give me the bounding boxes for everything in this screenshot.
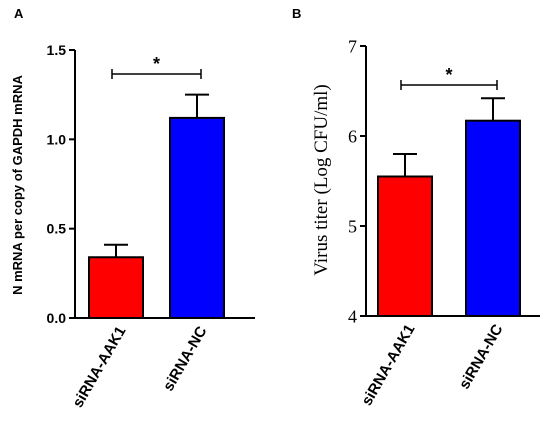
panel-a-bar-sirna-aak1 <box>88 256 144 319</box>
panel-b-y-tick-label: 6 <box>348 126 357 146</box>
panel-b-bar-sirna-aak1 <box>377 175 433 317</box>
panel-b-y-tick-label: 5 <box>348 216 357 236</box>
panel-b-category-label-sirna-aak1: siRNA-AAK1 <box>358 322 418 409</box>
panel-a-y-tick-label: 0.0 <box>47 310 67 326</box>
panel-a-category-label-sirna-aak1: siRNA-AAK1 <box>69 324 129 411</box>
panel-a-y-tick-label: 0.5 <box>47 221 67 237</box>
panel-a-y-axis-label: N mRNA per copy of GAPDH mRNA <box>10 74 25 294</box>
panel-a-category-label-sirna-nc: siRNA-NC <box>160 323 211 394</box>
panel-b-bar-sirna-nc <box>465 119 521 317</box>
panel-b-chart: B Virus titer (Log CFU/ml) 4 5 6 7 siRNA-AAK… <box>292 6 540 409</box>
panel-a-y-tick-label: 1.0 <box>47 131 67 147</box>
panel-b-y-tick-label: 4 <box>348 306 357 326</box>
panel-a-bar-sirna-nc <box>169 116 225 320</box>
panel-b-significance-star: * <box>445 65 452 85</box>
panel-b-y-axis-label: Virus titer (Log CFU/ml) <box>311 84 332 275</box>
panel-b-y-tick-label: 7 <box>348 36 357 56</box>
panel-a-label: A <box>14 6 24 21</box>
panel-b-category-label-sirna-nc: siRNA-NC <box>456 321 507 392</box>
panel-a-chart: A N mRNA per copy of GAPDH mRNA 0.0 0.5 1.… <box>10 6 255 411</box>
panel-a-significance-star: * <box>153 54 160 74</box>
panel-a-y-tick-label: 1.5 <box>47 42 67 58</box>
panel-b-label: B <box>292 6 301 21</box>
